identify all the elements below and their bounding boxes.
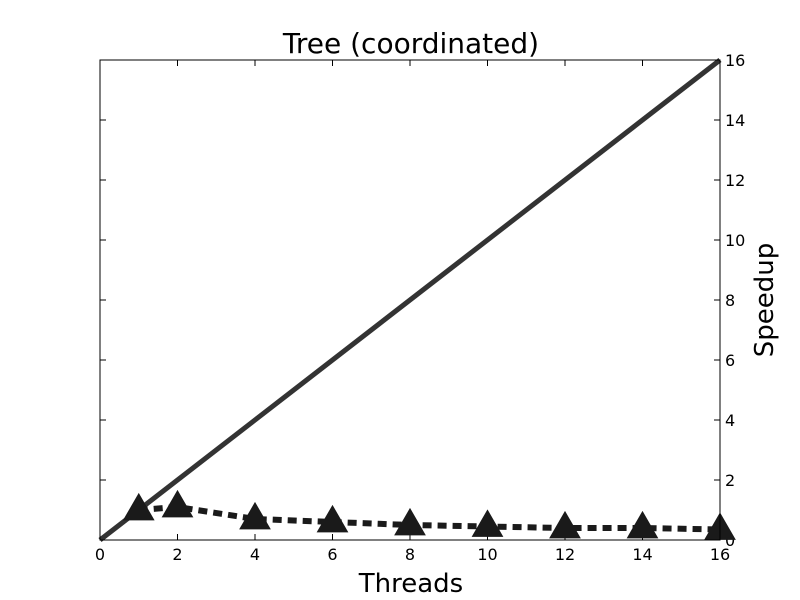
- data-point-marker: [316, 504, 349, 533]
- y-tick-label: 16: [725, 51, 745, 70]
- data-point-marker: [394, 507, 426, 536]
- speedup-line: [138, 503, 721, 533]
- x-tick-label: 10: [477, 545, 497, 564]
- x-axis-label: Threads: [358, 569, 463, 599]
- plot-area: [98, 58, 736, 542]
- y-tick-label: 4: [725, 411, 735, 430]
- y-tick-label: 12: [725, 171, 745, 190]
- data-point-marker: [122, 492, 155, 521]
- x-tick-label: 4: [250, 545, 260, 564]
- x-tick-label: 8: [405, 545, 415, 564]
- y-tick-label: 8: [725, 291, 735, 310]
- y-tick-label: 0: [725, 531, 735, 550]
- chart-title: Tree (coordinated): [282, 27, 539, 60]
- y-axis-label: Speedup: [750, 243, 780, 358]
- linear-speedup-line: [98, 58, 722, 542]
- data-point-marker: [471, 509, 504, 537]
- x-tick-label: 6: [327, 545, 337, 564]
- x-axis: 0 2 4 6 8 10 12 14 16: [95, 60, 730, 564]
- x-tick-label: 14: [632, 545, 652, 564]
- y-tick-label: 10: [725, 231, 745, 250]
- y-tick-label: 14: [725, 111, 745, 130]
- y-tick-label: 2: [725, 471, 735, 490]
- plot-frame: [99, 59, 721, 541]
- y-tick-label: 6: [725, 351, 735, 370]
- data-point-marker: [549, 510, 581, 539]
- x-tick-label: 0: [95, 545, 105, 564]
- y-axis: 0 2 4 6 8 10 12 14 16: [100, 51, 745, 550]
- data-point-marker: [239, 501, 271, 530]
- data-point-marker: [161, 489, 194, 518]
- x-tick-label: 2: [172, 545, 182, 564]
- x-tick-label: 16: [710, 545, 730, 564]
- data-point-marker: [626, 510, 659, 539]
- x-tick-label: 12: [555, 545, 575, 564]
